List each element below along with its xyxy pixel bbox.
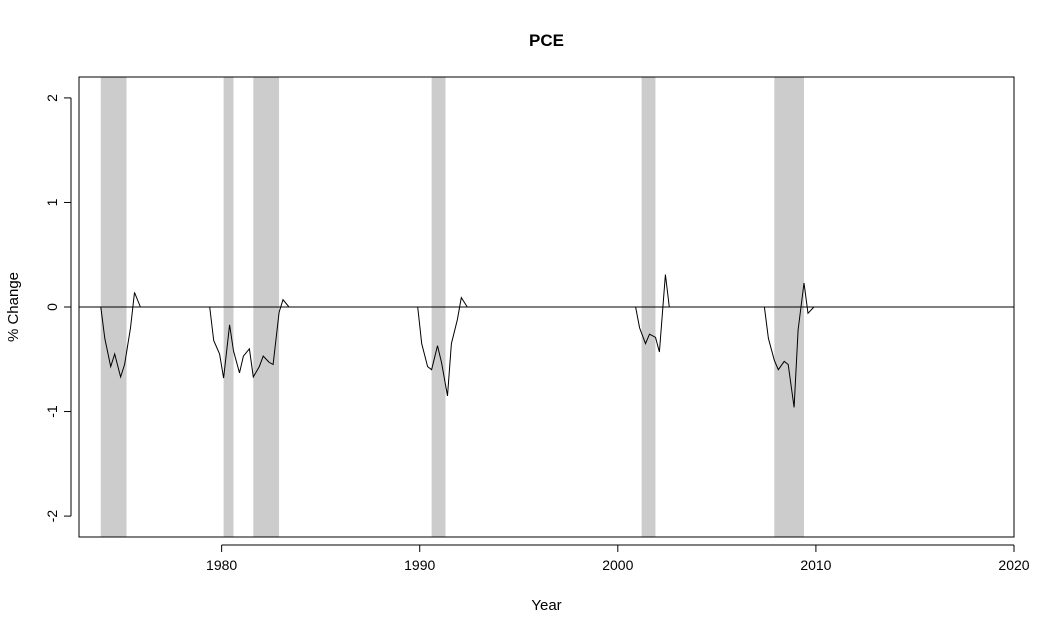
x-axis: 1980 1990 2000 2010 2020 [206, 544, 1030, 573]
x-tick-label: 1980 [206, 557, 237, 573]
series-line-segment [209, 298, 290, 379]
plot-frame [78, 76, 1015, 538]
x-tick-label: 2020 [998, 557, 1029, 573]
x-tick-label: 2000 [602, 557, 633, 573]
x-tick-label: 2010 [800, 557, 831, 573]
y-axis: -2 -1 0 1 2 [44, 94, 72, 523]
y-tick-label: 1 [44, 198, 60, 206]
series-line-segment [763, 282, 818, 408]
y-tick-label: -2 [44, 510, 60, 523]
series-line-segment [417, 296, 468, 396]
chart-title: PCE [529, 31, 564, 50]
y-axis-label: % Change [5, 272, 22, 342]
y-tick-label: 2 [44, 94, 60, 102]
series-line-segment [100, 292, 141, 379]
y-tick-label: 0 [44, 303, 60, 311]
series-line-segment [635, 274, 670, 353]
y-tick-label: -1 [44, 405, 60, 418]
series-lines [100, 274, 818, 408]
x-tick-label: 1990 [404, 557, 435, 573]
x-axis-label: Year [531, 597, 561, 614]
